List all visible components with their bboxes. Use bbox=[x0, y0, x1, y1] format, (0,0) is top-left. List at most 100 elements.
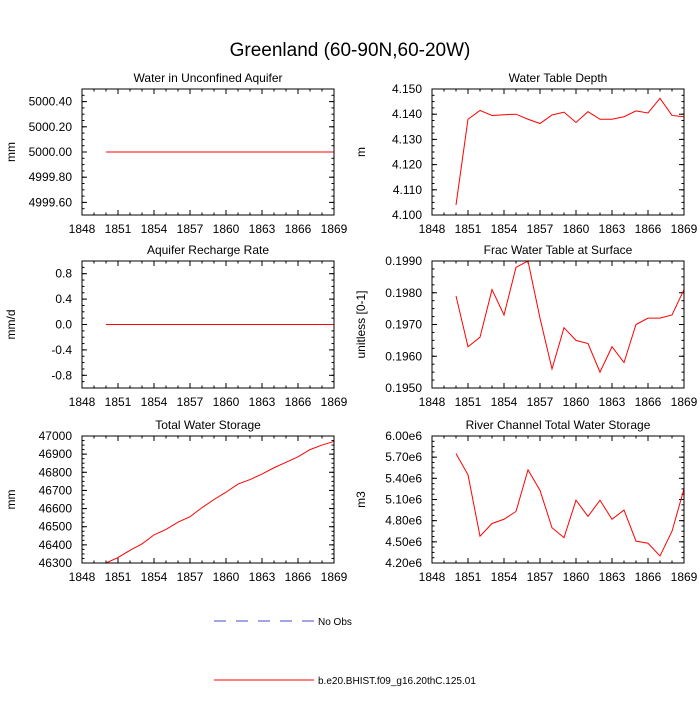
chart-title: Aquifer Recharge Rate bbox=[147, 243, 269, 257]
y-axis-label: unitless [0-1] bbox=[354, 290, 368, 358]
x-tick-label: 1857 bbox=[527, 395, 554, 409]
legend-label-no-obs: No Obs bbox=[318, 617, 352, 628]
figure-title: Greenland (60-90N,60-20W) bbox=[230, 40, 471, 61]
y-tick-label: 4.20e6 bbox=[385, 556, 422, 570]
y-tick-label: 0.1960 bbox=[385, 349, 422, 363]
x-tick-label: 1863 bbox=[599, 570, 626, 584]
x-tick-label: 1866 bbox=[635, 570, 662, 584]
x-tick-label: 1851 bbox=[455, 395, 482, 409]
y-tick-label: 0.8 bbox=[55, 267, 72, 281]
x-tick-label: 1854 bbox=[141, 222, 168, 236]
x-tick-label: 1860 bbox=[213, 395, 240, 409]
legend-label-model: b.e20.BHIST.f09_g16.20thC.125.01 bbox=[318, 676, 476, 687]
y-tick-label: 0.1970 bbox=[385, 318, 422, 332]
y-tick-label: 5.70e6 bbox=[385, 450, 422, 464]
x-tick-label: 1857 bbox=[527, 570, 554, 584]
x-tick-label: 1848 bbox=[419, 570, 446, 584]
chart-title: Frac Water Table at Surface bbox=[484, 243, 633, 257]
y-tick-label: 4.120 bbox=[392, 158, 422, 172]
x-tick-label: 1860 bbox=[213, 222, 240, 236]
y-axis-label: m3 bbox=[354, 491, 368, 508]
y-tick-label: 5.40e6 bbox=[385, 471, 422, 485]
series-line bbox=[455, 453, 685, 557]
series-line bbox=[455, 260, 685, 374]
x-tick-label: 1857 bbox=[527, 222, 554, 236]
chart-title: River Channel Total Water Storage bbox=[466, 418, 651, 432]
plot-frame bbox=[81, 435, 335, 564]
x-tick-label: 1866 bbox=[285, 395, 312, 409]
x-tick-label: 1851 bbox=[105, 570, 132, 584]
x-tick-label: 1848 bbox=[419, 222, 446, 236]
x-tick-label: 1854 bbox=[491, 222, 518, 236]
y-tick-label: 4.80e6 bbox=[385, 514, 422, 528]
x-tick-label: 1860 bbox=[213, 570, 240, 584]
y-tick-label: 4.100 bbox=[392, 208, 422, 222]
x-tick-label: 1863 bbox=[249, 395, 276, 409]
x-tick-label: 1869 bbox=[321, 222, 348, 236]
chart-title: Total Water Storage bbox=[155, 418, 261, 432]
x-tick-label: 1854 bbox=[141, 570, 168, 584]
series-line bbox=[455, 97, 685, 205]
y-tick-label: 0.4 bbox=[55, 292, 72, 306]
chart-panel-1: Water in Unconfined Aquifer 1848 1851 1854 1… bbox=[4, 71, 348, 236]
x-tick-label: 1869 bbox=[321, 395, 348, 409]
y-tick-label: 4.110 bbox=[393, 183, 422, 197]
y-tick-label: 4999.80 bbox=[29, 170, 73, 184]
chart-panel-3: Aquifer Recharge Rate 1848 1851 1854 1857 186… bbox=[4, 243, 348, 409]
chart-title: Water Table Depth bbox=[509, 71, 608, 85]
y-tick-label: 46900 bbox=[39, 447, 73, 461]
plot-frame bbox=[431, 88, 685, 216]
x-tick-label: 1848 bbox=[69, 570, 96, 584]
x-tick-label: 1851 bbox=[105, 222, 132, 236]
y-tick-label: 5000.20 bbox=[29, 120, 73, 134]
x-tick-label: 1863 bbox=[599, 222, 626, 236]
x-tick-label: 1860 bbox=[563, 222, 590, 236]
y-tick-label: 0.1980 bbox=[385, 286, 422, 300]
y-tick-label: 6.00e6 bbox=[385, 429, 422, 443]
x-tick-label: 1857 bbox=[177, 222, 204, 236]
y-tick-label: -0.8 bbox=[51, 368, 72, 382]
y-tick-label: 0.1950 bbox=[385, 381, 422, 395]
plot-frame bbox=[431, 435, 685, 564]
x-tick-label: 1848 bbox=[419, 395, 446, 409]
x-tick-label: 1863 bbox=[249, 222, 276, 236]
chart-panel-6: River Channel Total Water Storage 1848 185… bbox=[354, 418, 698, 584]
x-tick-label: 1866 bbox=[635, 222, 662, 236]
x-tick-label: 1851 bbox=[105, 395, 132, 409]
x-tick-label: 1854 bbox=[491, 570, 518, 584]
y-tick-label: 4.140 bbox=[392, 107, 422, 121]
plot-frame bbox=[81, 260, 335, 389]
y-tick-label: 46400 bbox=[39, 538, 73, 552]
x-tick-label: 1854 bbox=[141, 395, 168, 409]
x-tick-label: 1860 bbox=[563, 395, 590, 409]
x-tick-label: 1851 bbox=[455, 222, 482, 236]
x-tick-label: 1848 bbox=[69, 222, 96, 236]
x-tick-label: 1869 bbox=[321, 570, 348, 584]
x-tick-label: 1863 bbox=[599, 395, 626, 409]
y-tick-label: 47000 bbox=[39, 429, 73, 443]
y-tick-label: 4999.60 bbox=[29, 195, 73, 209]
y-tick-label: 46500 bbox=[39, 520, 73, 534]
y-tick-label: 46800 bbox=[39, 465, 73, 479]
x-tick-label: 1869 bbox=[671, 222, 698, 236]
y-tick-label: 4.150 bbox=[392, 82, 422, 96]
x-tick-label: 1866 bbox=[285, 570, 312, 584]
x-tick-label: 1869 bbox=[671, 570, 698, 584]
y-axis-label: m bbox=[354, 147, 368, 157]
x-tick-label: 1854 bbox=[491, 395, 518, 409]
legend-item-model: b.e20.BHIST.f09_g16.20thC.125.01 bbox=[214, 676, 476, 687]
y-tick-label: 5.10e6 bbox=[385, 493, 422, 507]
y-tick-label: 5000.40 bbox=[29, 95, 73, 109]
x-tick-label: 1866 bbox=[635, 395, 662, 409]
y-tick-label: 4.50e6 bbox=[385, 535, 422, 549]
x-tick-label: 1863 bbox=[249, 570, 276, 584]
legend: No Obs b.e20.BHIST.f09_g16.20thC.125.01 bbox=[214, 617, 476, 687]
y-axis-label: mm bbox=[4, 142, 18, 162]
x-tick-label: 1857 bbox=[177, 570, 204, 584]
chart-panel-5: Total Water Storage 1848 1851 1854 1857 1860 1… bbox=[4, 418, 348, 584]
y-tick-label: 0.0 bbox=[55, 318, 72, 332]
chart-panel-4: Frac Water Table at Surface 1848 1851 1854 1… bbox=[354, 243, 698, 409]
x-tick-label: 1869 bbox=[671, 395, 698, 409]
